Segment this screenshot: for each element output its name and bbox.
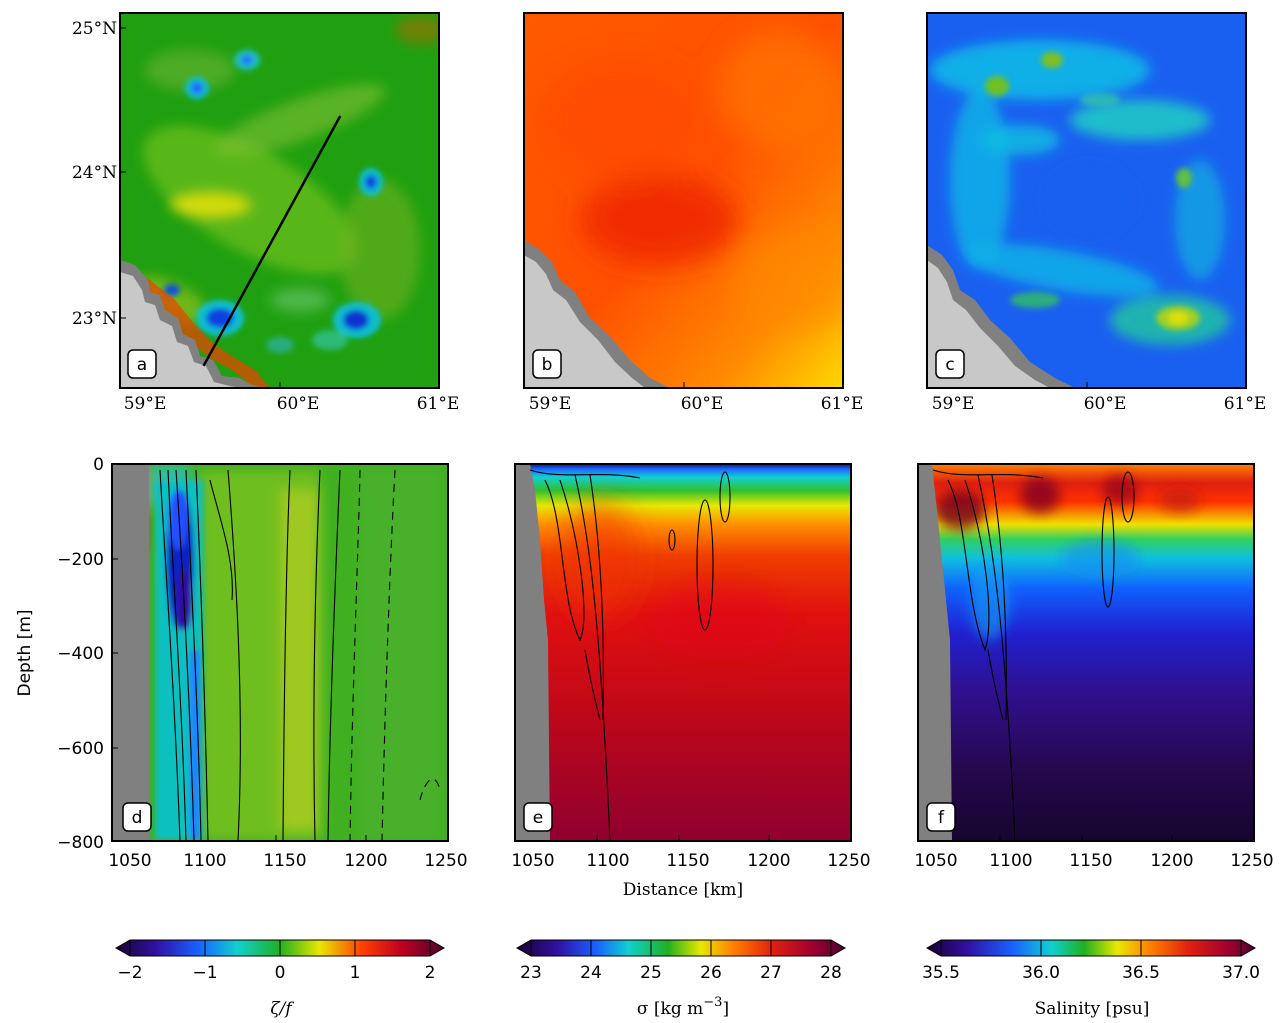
tick-label: 1200 <box>1150 851 1193 871</box>
colorbar-tick-label: 36.0 <box>1022 963 1060 983</box>
colorbar-tick-label: 1 <box>350 963 361 983</box>
tick-label: 59°E <box>529 394 572 414</box>
tick-label: 59°E <box>932 394 975 414</box>
tick-label: 1250 <box>827 851 870 871</box>
tick-label: 61°E <box>417 394 460 414</box>
colorbar-tick-label: 37.0 <box>1222 963 1260 983</box>
colorbar-tick-label: 0 <box>275 963 286 983</box>
sigma-colorbar-ticks: 23 24 25 26 27 28 <box>520 940 842 983</box>
tick-label: 1200 <box>344 851 387 871</box>
panel-f-xticks: 1050 1100 1150 1200 1250 <box>914 835 1274 871</box>
tick-label: 59°E <box>124 394 167 414</box>
tick-label: 1200 <box>747 851 790 871</box>
panel-c: 59°E 60°E 61°E c <box>926 12 1267 414</box>
colorbar-tick-label: 2 <box>425 963 436 983</box>
colorbar-tick-label: 36.5 <box>1122 963 1160 983</box>
colorbar-tick-label: 26 <box>700 963 722 983</box>
panel-b: 59°E 60°E 61°E b <box>523 12 864 414</box>
colorbar-tick-label: 35.5 <box>922 963 960 983</box>
tick-label: 60°E <box>681 394 724 414</box>
colorbar-tick-label: 23 <box>520 963 542 983</box>
tick-label: 61°E <box>1224 394 1267 414</box>
panel-label-a: a <box>137 355 147 375</box>
colorbar-tick-label: 25 <box>640 963 662 983</box>
x-axis-label: Distance [km] <box>623 880 743 900</box>
tick-label: 60°E <box>1084 394 1127 414</box>
tick-label: 1050 <box>511 851 554 871</box>
tick-label: 1150 <box>666 851 709 871</box>
panel-d-xticks: 1050 1100 1150 1200 1250 <box>108 835 468 871</box>
zeta-colorbar-ticks: −2 −1 0 1 2 <box>117 940 435 983</box>
tick-label: −600 <box>57 739 104 759</box>
section-line <box>202 115 342 367</box>
panel-a: 59°E 60°E 61°E 25°N 24°N 23°N a <box>72 12 460 414</box>
panel-label-e: e <box>533 808 543 828</box>
panel-a-xticks: 59°E 60°E 61°E <box>119 382 460 414</box>
zeta-colorbar: −2 −1 0 1 2 ζ/f <box>114 939 446 1019</box>
tick-label: 24°N <box>72 163 117 183</box>
tick-label: 0 <box>93 455 104 475</box>
panel-e-xticks: 1050 1100 1150 1200 1250 <box>511 835 871 871</box>
tick-label: 61°E <box>821 394 864 414</box>
colorbar-tick-label: −2 <box>117 963 142 983</box>
tick-label: 25°N <box>72 19 117 39</box>
tick-label: 1250 <box>424 851 467 871</box>
tick-label: 23°N <box>72 309 117 329</box>
colorbar-tick-label: 28 <box>820 963 842 983</box>
tick-label: 60°E <box>277 394 320 414</box>
panel-d: 1050 1100 1150 1200 1250 0 −200 −400 −60… <box>15 455 468 871</box>
colorbar-tick-label: 24 <box>580 963 602 983</box>
panel-f: 1050 1100 1150 1200 1250 f <box>914 463 1274 871</box>
salinity-colorbar-label: Salinity [psu] <box>1035 999 1150 1019</box>
tick-label: 1100 <box>989 851 1032 871</box>
panel-d-yticks: 0 −200 −400 −600 −800 <box>57 455 118 853</box>
tick-label: 1100 <box>586 851 629 871</box>
tick-label: −400 <box>57 644 104 664</box>
tick-label: 1050 <box>108 851 151 871</box>
salinity-colorbar-ticks: 35.5 36.0 36.5 37.0 <box>922 940 1260 983</box>
y-axis-label: Depth [m] <box>15 609 35 696</box>
tick-label: 1100 <box>183 851 226 871</box>
sigma-colorbar: 23 24 25 26 27 28 σ [kg m−3] <box>515 939 847 1019</box>
panel-a-yticks: 25°N 24°N 23°N <box>72 19 126 329</box>
zeta-colorbar-label: ζ/f <box>270 999 294 1019</box>
tick-label: −200 <box>57 550 104 570</box>
tick-label: 1150 <box>263 851 306 871</box>
salinity-colorbar: 35.5 36.0 36.5 37.0 Salinity [psu] <box>922 939 1260 1019</box>
panel-e: 1050 1100 1150 1200 1250 Distance [km] e <box>511 463 871 900</box>
colorbar-tick-label: 27 <box>760 963 782 983</box>
tick-label: 1050 <box>914 851 957 871</box>
panel-label-d: d <box>132 808 143 828</box>
tick-label: 1150 <box>1069 851 1112 871</box>
panel-label-f: f <box>938 808 945 828</box>
colorbar-tick-label: −1 <box>192 963 217 983</box>
sigma-colorbar-label: σ [kg m−3] <box>637 995 729 1019</box>
panel-label-c: c <box>945 355 954 375</box>
tick-label: −800 <box>57 833 104 853</box>
panel-label-b: b <box>542 355 553 375</box>
tick-label: 1250 <box>1230 851 1273 871</box>
